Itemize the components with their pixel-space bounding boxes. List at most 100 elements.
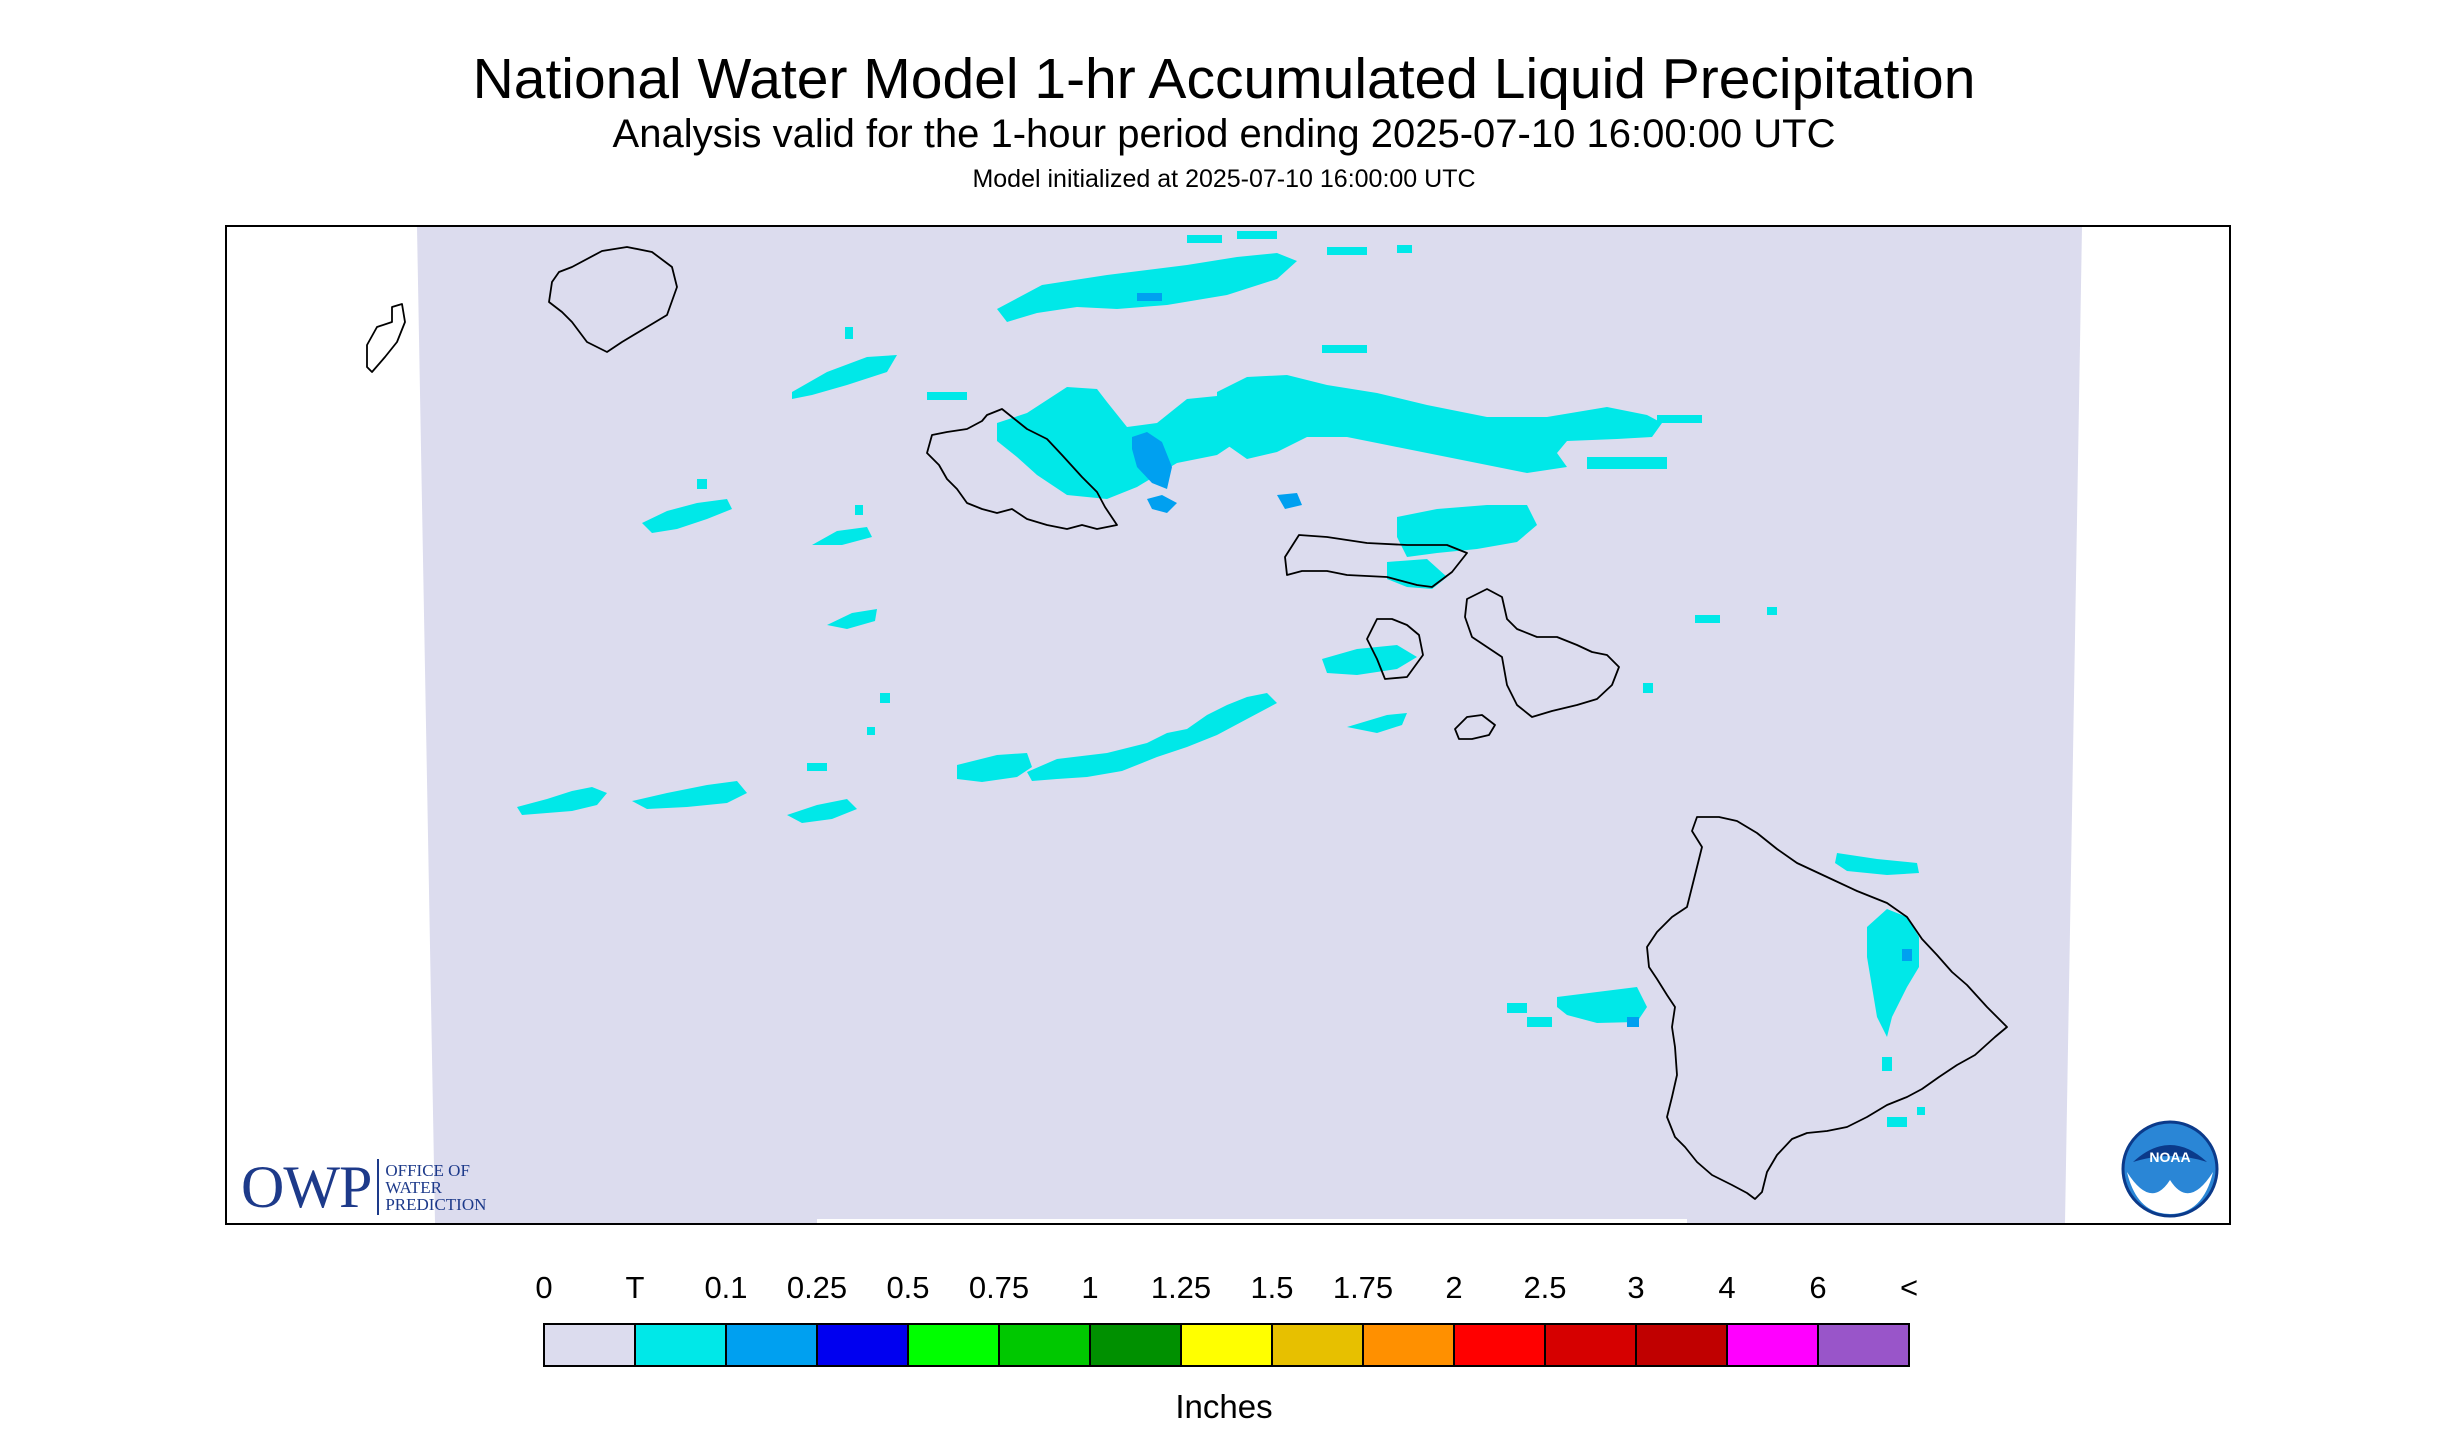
coastline-kauai xyxy=(548,246,678,353)
precip-area xyxy=(1507,1003,1527,1013)
precip-area xyxy=(632,781,747,809)
legend-swatch xyxy=(1546,1325,1637,1365)
precip-area xyxy=(642,499,732,533)
legend-labels: 0 T 0.1 0.25 0.5 0.75 1 1.25 1.5 1.75 2 2.5 3 4 6 < xyxy=(0,1270,2448,1310)
model-init-line: Model initialized at 2025-07-10 16:00:00… xyxy=(972,165,1476,193)
legend-swatch xyxy=(1364,1325,1455,1365)
precip-area xyxy=(880,693,890,703)
legend-tick-label: < xyxy=(1899,1270,1919,1305)
precip-area xyxy=(807,763,827,771)
precip-area xyxy=(1527,1017,1552,1027)
precip-area xyxy=(1147,495,1177,513)
precip-area xyxy=(1902,949,1912,961)
legend-tick-label: 0.5 xyxy=(886,1270,930,1305)
precip-area xyxy=(1132,432,1172,489)
precip-area xyxy=(1657,415,1702,423)
legend-swatch xyxy=(545,1325,636,1365)
precip-area xyxy=(1882,1057,1892,1071)
coastlines xyxy=(366,246,2008,1200)
precip-area xyxy=(517,787,607,815)
precip-area xyxy=(1322,645,1417,675)
precip-area xyxy=(997,253,1297,322)
precip-area xyxy=(827,609,877,629)
legend-swatch xyxy=(1637,1325,1728,1365)
map-panel: OWP OFFICE OF WATER PREDICTION NOAA xyxy=(225,225,2231,1225)
legend-tick-label: 6 xyxy=(1809,1270,1827,1305)
precip-area xyxy=(1767,607,1777,615)
legend-swatch xyxy=(1182,1325,1273,1365)
map-subtitle: Analysis valid for the 1-hour period end… xyxy=(612,112,1836,156)
coastline-niihau xyxy=(366,303,406,373)
precip-area xyxy=(1867,909,1919,1037)
legend-swatch xyxy=(1273,1325,1364,1365)
precip-area xyxy=(997,387,1247,499)
legend-tick-label: 0.25 xyxy=(786,1270,848,1305)
legend-swatch xyxy=(1091,1325,1182,1365)
owp-logo-abbrev: OWP xyxy=(241,1154,372,1220)
precip-area xyxy=(1137,293,1162,301)
precip-area xyxy=(957,753,1032,782)
legend-tick-label: 1.75 xyxy=(1332,1270,1394,1305)
precip-area xyxy=(812,527,872,545)
owp-logo: OWP OFFICE OF WATER PREDICTION xyxy=(241,1157,486,1217)
coastline-oahu xyxy=(926,408,1118,530)
precip-area xyxy=(1397,245,1412,253)
legend-swatch xyxy=(727,1325,818,1365)
precip-area xyxy=(787,799,857,823)
legend-tick-label: 3 xyxy=(1627,1270,1645,1305)
coastline-kahoolawe xyxy=(1454,714,1496,740)
precip-area xyxy=(1237,231,1277,239)
precip-area xyxy=(1347,713,1407,733)
legend-swatch xyxy=(1000,1325,1091,1365)
precip-area xyxy=(1322,345,1367,353)
coastline-maui xyxy=(1464,588,1620,718)
precip-area xyxy=(1917,1107,1925,1115)
legend-color-bar xyxy=(543,1323,1910,1367)
precip-area xyxy=(927,392,967,400)
coastline-molokai xyxy=(1284,534,1468,588)
legend-swatch xyxy=(1728,1325,1819,1365)
precip-area xyxy=(697,479,707,489)
legend-tick-label: 1.25 xyxy=(1150,1270,1212,1305)
owp-logo-line1: OFFICE OF xyxy=(385,1160,470,1180)
map-title: National Water Model 1-hr Accumulated Li… xyxy=(472,47,1976,111)
owp-logo-line3: PREDICTION xyxy=(385,1194,487,1214)
owp-logo-line2: WATER xyxy=(385,1177,443,1197)
legend-tick-label: 1.5 xyxy=(1250,1270,1294,1305)
noaa-logo-text: NOAA xyxy=(2149,1149,2190,1165)
legend-tick-label: 1 xyxy=(1081,1270,1099,1305)
precip-area xyxy=(1643,683,1653,693)
legend-swatch xyxy=(818,1325,909,1365)
precip-area xyxy=(1217,375,1662,473)
precip-light-areas xyxy=(1132,293,1912,1027)
precip-trace-areas xyxy=(517,231,1925,1127)
legend-tick-label: 0.1 xyxy=(704,1270,748,1305)
legend-swatch xyxy=(1455,1325,1546,1365)
legend-unit-label: Inches xyxy=(1175,1388,1273,1425)
precip-area xyxy=(1327,247,1367,255)
precip-area xyxy=(792,355,897,399)
precip-area xyxy=(1627,1017,1639,1027)
legend-tick-label: 2 xyxy=(1445,1270,1463,1305)
precip-area xyxy=(1835,853,1919,875)
precip-area xyxy=(867,727,875,735)
precip-area xyxy=(1695,615,1720,623)
precip-area xyxy=(1587,457,1667,469)
precip-area xyxy=(1277,493,1302,509)
precip-area xyxy=(1027,693,1277,781)
legend-swatch xyxy=(636,1325,727,1365)
precip-area xyxy=(855,505,863,515)
legend-swatch xyxy=(909,1325,1000,1365)
precip-area xyxy=(1557,987,1647,1023)
legend-tick-label: T xyxy=(625,1270,645,1305)
precip-area xyxy=(1887,1117,1907,1127)
legend-tick-label: 0.75 xyxy=(968,1270,1030,1305)
legend-swatch xyxy=(1819,1325,1908,1365)
owp-logo-text: OFFICE OF WATER PREDICTION xyxy=(385,1162,486,1213)
precip-area xyxy=(845,327,853,339)
model-domain xyxy=(417,227,2082,1223)
noaa-logo: NOAA xyxy=(2121,1120,2219,1218)
precip-area xyxy=(1397,505,1537,557)
precip-map xyxy=(366,227,2082,1223)
legend-tick-label: 0 xyxy=(535,1270,553,1305)
